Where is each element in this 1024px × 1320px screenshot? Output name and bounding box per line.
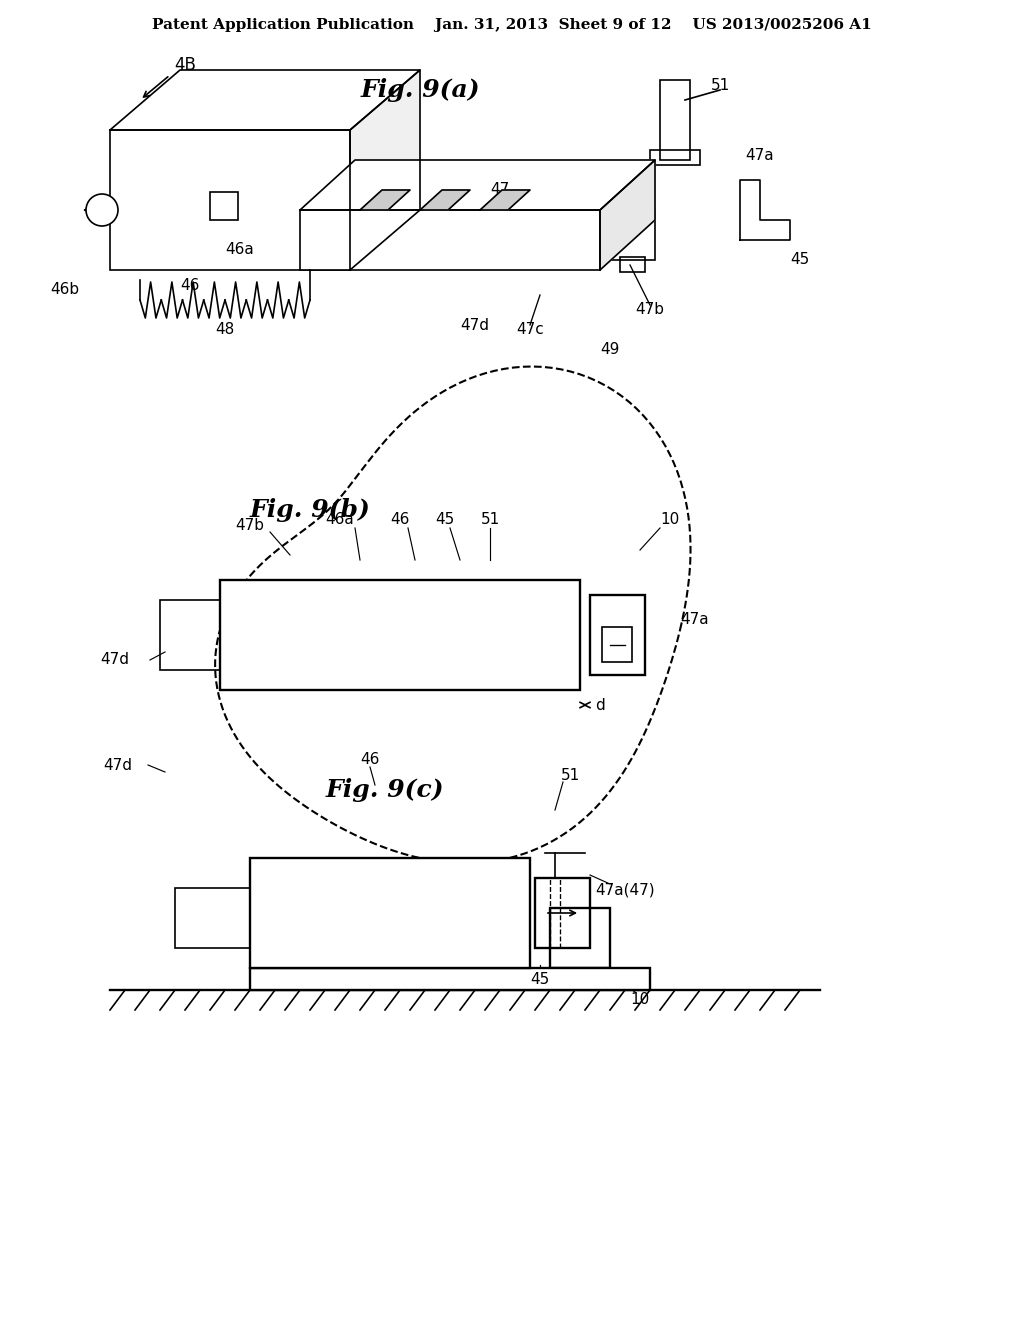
Text: 51: 51 [480, 512, 500, 528]
Bar [590, 595, 645, 675]
Text: 47c: 47c [516, 322, 544, 338]
Text: 47d: 47d [100, 652, 129, 668]
Text: d: d [595, 697, 605, 713]
Text: 45: 45 [791, 252, 810, 268]
Polygon shape [420, 190, 470, 210]
Text: 45: 45 [530, 973, 550, 987]
Text: 47a(47): 47a(47) [595, 883, 654, 898]
Text: 47b: 47b [636, 302, 665, 318]
Text: 46b: 46b [50, 282, 80, 297]
Text: 46a: 46a [225, 243, 254, 257]
Bar [660, 81, 690, 160]
Polygon shape [350, 70, 420, 271]
Bar [610, 210, 655, 260]
Text: 10: 10 [660, 512, 680, 528]
Circle shape [86, 194, 118, 226]
Text: 45: 45 [435, 512, 455, 528]
Polygon shape [600, 160, 655, 271]
Text: 46: 46 [390, 512, 410, 528]
Polygon shape [300, 160, 655, 210]
Bar [620, 257, 645, 272]
Text: 47b: 47b [236, 517, 264, 532]
Text: 47d: 47d [103, 758, 132, 772]
Text: 51: 51 [711, 78, 730, 92]
Text: 46a: 46a [326, 512, 354, 528]
Text: 51: 51 [560, 767, 580, 783]
Text: Fig. 9(a): Fig. 9(a) [360, 78, 480, 102]
Text: Patent Application Publication    Jan. 31, 2013  Sheet 9 of 12    US 2013/002520: Patent Application Publication Jan. 31, … [153, 18, 871, 32]
Text: Fig. 9(b): Fig. 9(b) [250, 498, 371, 521]
Text: 46: 46 [180, 277, 200, 293]
Text: 47a: 47a [745, 148, 774, 162]
Bar [210, 191, 238, 220]
Bar [300, 210, 600, 271]
Text: 47d: 47d [461, 318, 489, 333]
Text: 4B: 4B [174, 55, 196, 74]
Polygon shape [480, 190, 530, 210]
Bar [250, 968, 650, 990]
Text: 48: 48 [215, 322, 234, 338]
Bar [175, 888, 253, 948]
Bar [110, 129, 350, 271]
Polygon shape [110, 70, 420, 129]
Text: Fig. 9(c): Fig. 9(c) [326, 777, 444, 803]
Bar [250, 858, 530, 968]
Bar [650, 150, 700, 165]
Text: 10: 10 [631, 993, 649, 1007]
Polygon shape [360, 190, 410, 210]
Bar [602, 627, 632, 663]
Bar [535, 878, 590, 948]
Bar [220, 579, 580, 690]
Bar [550, 908, 610, 968]
Polygon shape [215, 367, 690, 863]
Text: 47a: 47a [681, 612, 710, 627]
Text: 49: 49 [600, 342, 620, 358]
Bar [160, 601, 225, 671]
Text: 47: 47 [490, 182, 510, 198]
Text: 46: 46 [360, 752, 380, 767]
Bar [330, 630, 380, 671]
